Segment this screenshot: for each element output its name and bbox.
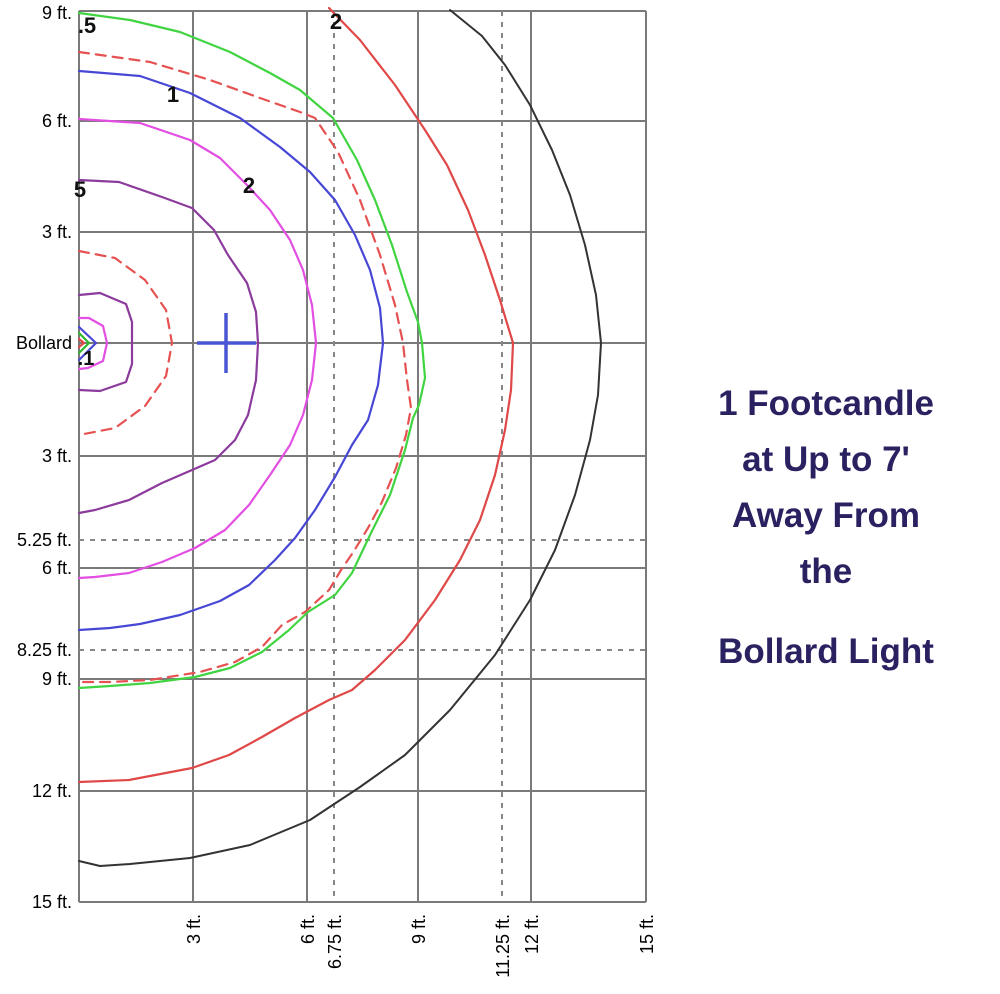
caption-product-name: Bollard Light <box>718 632 934 671</box>
contour-red-inner <box>77 337 86 349</box>
contour-green-inner <box>77 331 91 355</box>
caption-line: 1 Footcandle <box>718 384 934 423</box>
caption: 1 Footcandle at Up to 7' Away From the B… <box>652 376 1000 680</box>
contour-blue-inner <box>77 325 98 362</box>
y-axis-tick-label: 3 ft. <box>42 446 72 466</box>
contour-black-outer <box>78 9 602 867</box>
contour-value-label: 2 <box>243 173 255 198</box>
x-axis-tick-label: 11.25 ft. <box>493 914 513 978</box>
y-axis-tick-label: Bollard <box>16 333 72 353</box>
x-axis-tick-label: 6.75 ft. <box>325 914 345 969</box>
contour-magenta-outer <box>77 117 318 580</box>
caption-line: Away From <box>731 496 921 535</box>
contour-red-outer <box>77 6 515 784</box>
contour-magenta-inner <box>77 316 109 371</box>
y-axis-tick-label: 9 ft. <box>42 669 72 689</box>
contour-green-outer <box>77 11 427 690</box>
y-axis-tick-label: 8.25 ft. <box>17 640 72 660</box>
contour-value-label: .1 <box>78 348 95 370</box>
contour-purple-outer <box>77 178 260 515</box>
contour-blue-outer <box>77 69 385 632</box>
x-axis-tick-label: 12 ft. <box>522 914 542 954</box>
x-axis-tick-label: 9 ft. <box>409 914 429 944</box>
y-axis-tick-label: 15 ft. <box>32 892 72 912</box>
y-axis-tick-label: 5.25 ft. <box>17 530 72 550</box>
y-axis-tick-label: 3 ft. <box>42 222 72 242</box>
contour-purple-inner <box>77 291 134 393</box>
contour-value-label: 5 <box>74 177 86 202</box>
contour-red-dashed-outer <box>77 50 413 684</box>
y-axis-tick-label: 6 ft. <box>42 111 72 131</box>
contour-value-label: 2 <box>330 9 342 34</box>
contour-value-label: .5 <box>78 13 96 38</box>
y-axis-tick-label: 12 ft. <box>32 781 72 801</box>
caption-line: at Up to 7' <box>742 440 910 479</box>
y-axis-tick-label: 9 ft. <box>42 3 72 23</box>
x-axis-tick-label: 6 ft. <box>298 914 318 944</box>
y-axis-tick-label: 6 ft. <box>42 558 72 578</box>
contour-red-dashed-inner <box>77 249 174 437</box>
x-axis-tick-label: 15 ft. <box>637 914 657 954</box>
x-axis-tick-label: 3 ft. <box>184 914 204 944</box>
caption-line: the <box>799 552 853 591</box>
contour-value-label: 1 <box>167 82 179 107</box>
